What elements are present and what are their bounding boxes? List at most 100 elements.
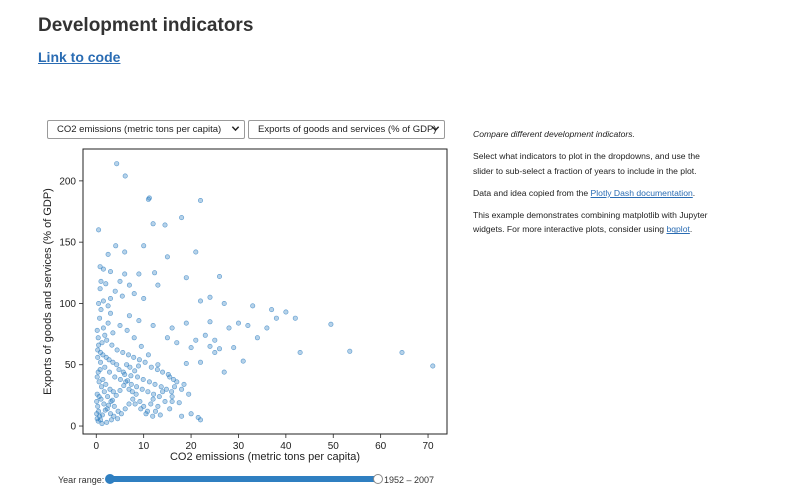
data-point	[153, 408, 159, 414]
data-point	[198, 298, 204, 304]
data-point	[117, 278, 123, 284]
data-point	[131, 291, 137, 297]
data-point	[212, 337, 218, 343]
data-point	[131, 354, 137, 360]
data-point	[95, 403, 101, 409]
data-point	[126, 386, 132, 392]
data-point	[103, 281, 109, 287]
data-point	[179, 215, 185, 221]
data-point	[174, 340, 180, 346]
data-point	[142, 359, 148, 365]
data-point	[96, 300, 102, 306]
data-point	[154, 367, 160, 373]
data-point	[107, 369, 113, 375]
data-point	[162, 222, 168, 228]
data-point	[97, 264, 103, 270]
data-point	[110, 330, 116, 336]
data-point	[151, 391, 157, 397]
data-point	[98, 359, 104, 365]
data-point	[120, 369, 126, 375]
y-tick-label: 200	[59, 176, 76, 187]
data-point	[160, 389, 166, 395]
data-point	[128, 373, 134, 379]
data-point	[136, 271, 142, 277]
data-point	[118, 411, 124, 417]
page-title: Development indicators	[38, 15, 254, 36]
sidebar-lead: Compare different development indicators…	[473, 129, 635, 139]
data-point	[181, 381, 187, 387]
data-point	[121, 383, 127, 389]
data-point	[328, 321, 334, 327]
year-range-min-handle[interactable]	[105, 474, 115, 484]
sidebar-description: Compare different development indicators…	[473, 127, 718, 245]
data-point	[98, 278, 104, 284]
data-point	[120, 349, 126, 355]
data-point	[162, 398, 168, 404]
data-point	[127, 364, 133, 370]
data-point	[169, 325, 175, 331]
link-to-code[interactable]: Link to code	[38, 49, 121, 65]
plotly-dash-link[interactable]: Plotly Dash documentation	[590, 187, 693, 198]
data-point	[143, 411, 149, 417]
data-point	[221, 300, 227, 306]
data-point	[117, 322, 123, 328]
x-tick-label: 10	[138, 441, 150, 452]
data-point	[106, 357, 112, 363]
data-point	[202, 332, 208, 338]
data-point	[152, 270, 158, 276]
year-range-max-handle[interactable]	[373, 474, 383, 484]
data-point	[254, 335, 260, 341]
data-point	[150, 413, 156, 419]
year-range-label: Year range:	[58, 475, 105, 485]
data-point	[97, 367, 103, 373]
data-point	[292, 315, 298, 321]
data-point	[245, 322, 251, 328]
data-point	[124, 362, 130, 368]
y-indicator-dropdown[interactable]: Exports of goods and services (% of GDP)	[248, 120, 445, 139]
data-point	[94, 327, 100, 333]
data-point	[104, 419, 110, 425]
data-point	[126, 352, 132, 358]
data-point	[138, 406, 144, 412]
data-point	[99, 340, 105, 346]
data-point	[169, 394, 175, 400]
data-point	[100, 298, 106, 304]
data-point	[115, 416, 121, 422]
data-point	[116, 367, 122, 373]
x-axis-label: CO2 emissions (metric tons per capita)	[170, 451, 360, 463]
data-point	[105, 394, 111, 400]
data-point	[111, 403, 117, 409]
x-indicator-dropdown[interactable]: CO2 emissions (metric tons per capita)	[47, 120, 245, 139]
data-point	[115, 408, 121, 414]
data-point	[188, 411, 194, 417]
data-point	[269, 307, 275, 313]
data-point	[169, 398, 175, 404]
data-point	[126, 282, 132, 288]
data-point	[141, 243, 147, 249]
data-point	[108, 411, 114, 417]
data-point	[136, 357, 142, 363]
data-point	[95, 335, 101, 341]
data-point	[226, 325, 232, 331]
data-point	[99, 421, 105, 427]
data-point	[113, 392, 119, 398]
data-point	[221, 369, 227, 375]
data-point	[264, 325, 270, 331]
points-layer	[94, 161, 436, 427]
data-point	[94, 398, 100, 404]
data-point	[250, 303, 256, 309]
sidebar-note: This example demonstrates combining matp…	[473, 208, 718, 237]
data-point	[137, 398, 143, 404]
year-range-slider-track[interactable]	[110, 476, 378, 482]
data-point	[160, 369, 166, 375]
data-point	[150, 396, 156, 402]
x-indicator-value: CO2 emissions (metric tons per capita)	[57, 124, 222, 135]
data-point	[100, 266, 106, 272]
bqplot-link[interactable]: bqplot	[666, 224, 690, 235]
data-point	[152, 381, 158, 387]
data-point	[146, 379, 152, 385]
data-point	[212, 349, 218, 355]
data-point	[113, 243, 119, 249]
data-point	[135, 374, 141, 380]
